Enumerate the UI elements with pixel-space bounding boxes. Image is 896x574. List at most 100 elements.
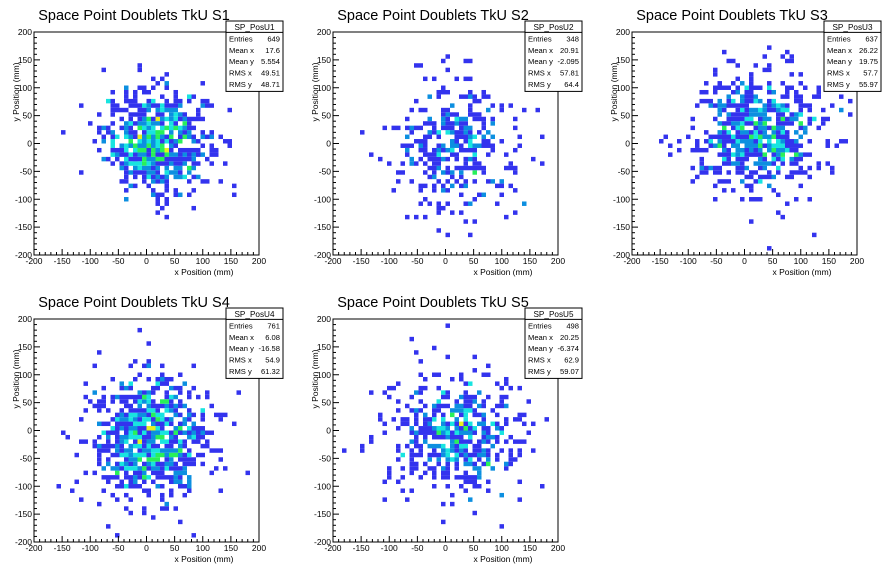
y-tick-label: 100 [317,370,331,380]
bin-cell [173,98,178,104]
bin-cell [137,452,142,458]
bin-cell [178,466,183,471]
bin-cell [776,152,781,157]
bin-cell [128,143,133,148]
bin-cell [155,192,160,198]
bin-cell [753,63,758,68]
bin-cell [780,214,785,220]
bin-cell [722,143,727,148]
bin-cell [776,121,781,126]
x-tick-label: -150 [54,256,71,266]
bin-cell [731,152,736,157]
bin-cell [97,408,102,413]
y-tick-label: 150 [616,55,630,65]
bin-cell [151,125,156,131]
bin-cell [776,192,781,198]
bin-cell [472,479,477,485]
bin-cell [499,394,504,400]
bin-cell [133,152,138,157]
bin-cell [441,170,446,175]
bin-cell [717,130,722,135]
bin-cell [463,452,468,458]
bin-cell [101,488,106,493]
stats-value: 761 [267,321,280,330]
bin-cell [110,161,115,166]
bin-cell [463,183,468,189]
bin-cell [409,488,414,493]
bin-cell [477,484,482,489]
bin-cell [405,417,410,422]
stats-label: Mean y [229,344,254,353]
bin-cell [173,408,178,413]
bin-cell [472,98,477,104]
bin-cell [115,443,120,449]
bin-cell [459,183,464,189]
x-tick-label: 0 [144,543,149,553]
bin-cell [798,107,803,113]
bin-cell [445,130,450,135]
stats-label: Mean y [827,57,852,66]
bin-cell [454,165,459,171]
bin-cell [137,470,142,476]
bin-cell [789,116,794,122]
bin-cell [133,421,138,427]
bin-cell [151,165,156,171]
bin-cell [744,183,749,189]
bin-cell [164,72,169,77]
bin-cell [722,139,727,144]
bin-cell [151,179,156,184]
bin-cell [749,98,754,104]
bin-cell [178,390,183,395]
bin-cell [382,430,387,435]
bin-cell [409,430,414,435]
bin-cell [767,183,772,189]
bin-cell [155,147,160,153]
bin-cell [119,179,124,184]
bin-cell [749,197,754,202]
bin-cell [137,63,142,68]
stats-value: 498 [566,321,579,330]
bin-cell [825,139,830,144]
bin-cell [767,139,772,144]
pad-4: Space Point Doublets TkU S4 -200 -150 -100-… [0,287,298,574]
bin-cell [776,143,781,148]
bin-cell [472,412,477,418]
bin-cell [164,201,169,206]
bin-cell [391,188,396,193]
bin-cell [205,390,210,395]
bin-cell [169,461,174,467]
bin-cell [97,125,102,131]
bin-cell [776,125,781,131]
bin-cell [173,152,178,157]
y-tick-label: -50 [319,166,332,176]
bin-cell [468,125,473,131]
bin-cell [695,139,700,144]
bin-cell [128,170,133,175]
bin-cell [677,139,682,144]
bin-cell [187,475,192,480]
bin-cell [726,147,731,153]
bin-cell [468,403,473,409]
bin-cell [146,390,151,395]
bin-cell [110,112,115,117]
bin-cell [780,116,785,122]
bin-cell [749,139,754,144]
x-tick-label: -50 [112,543,125,553]
bin-cell [133,412,138,418]
bin-cell [142,130,147,135]
bin-cell [776,170,781,175]
y-tick-label: 50 [23,398,33,408]
bin-cell [749,112,754,117]
bin-cell [155,161,160,166]
bin-cell [789,143,794,148]
bin-cell [463,94,468,99]
bin-cell [187,152,192,157]
bin-cell [218,457,223,462]
stats-label: Mean x [827,46,852,55]
bin-cell [708,134,713,140]
bin-cell [128,183,133,189]
bin-cell [517,479,522,485]
bin-cell [173,466,178,471]
bin-cell [468,58,473,64]
bin-cell [450,210,455,215]
